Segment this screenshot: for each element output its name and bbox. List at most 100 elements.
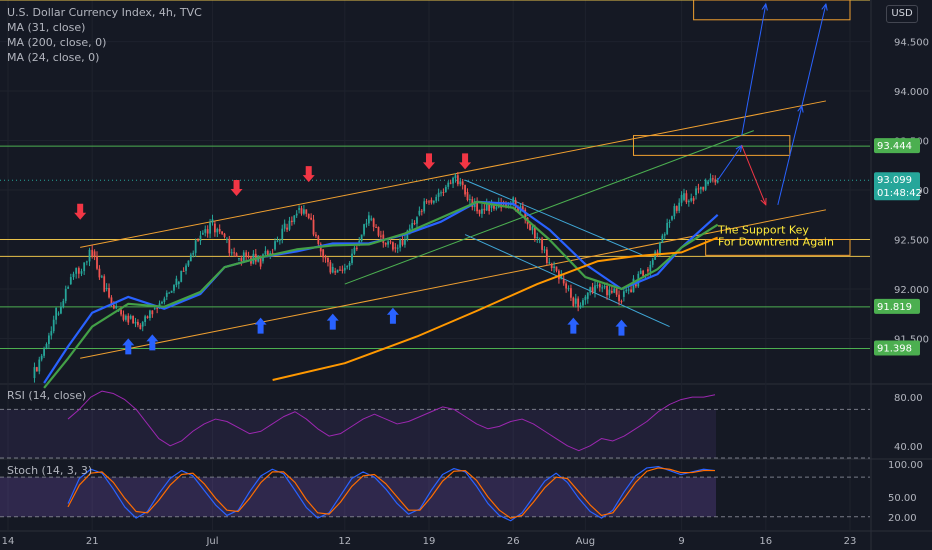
candle-body (517, 207, 519, 213)
candle-body (541, 238, 543, 250)
candle-body (567, 288, 570, 290)
ma31-legend[interactable]: MA (31, close) (7, 21, 86, 34)
candle-body (290, 220, 293, 223)
candle-body (553, 266, 555, 269)
candle-body (663, 234, 666, 236)
candle-body (613, 288, 616, 293)
candle-body (591, 287, 594, 293)
buy-signal-arrow-icon (146, 334, 159, 351)
candle-body (93, 251, 96, 257)
candle-body (85, 261, 88, 263)
stoch-legend[interactable]: Stoch (14, 3, 3) (7, 464, 93, 477)
trend-line (464, 179, 646, 257)
price-label-text: 91.398 (877, 344, 912, 355)
candle-body (315, 234, 317, 237)
candle-body (622, 291, 625, 297)
candle-body (620, 301, 623, 303)
sell-signal-arrow-icon (74, 203, 87, 220)
candle-body (365, 223, 368, 225)
rsi-tick-label: 40.00 (894, 442, 923, 453)
trend-line (344, 130, 754, 285)
candle-body (375, 226, 377, 228)
candle-body (630, 289, 632, 293)
candle-body (685, 193, 688, 203)
candle-body (247, 256, 250, 258)
candle-body (173, 285, 175, 291)
candle-body (716, 180, 719, 183)
candle-body (673, 206, 676, 217)
candle-body (668, 222, 671, 224)
candle-body (310, 217, 313, 220)
candle-body (206, 229, 209, 234)
candle-body (416, 217, 418, 224)
candle-body (678, 202, 681, 211)
ma24-legend[interactable]: MA (24, close, 0) (7, 51, 100, 64)
candle-body (367, 215, 370, 224)
candle-body (226, 238, 228, 240)
candle-body (512, 197, 515, 203)
rsi-legend[interactable]: RSI (14, close) (7, 389, 87, 402)
y-tick-label: 94.000 (894, 87, 929, 98)
sell-signal-arrow-icon (459, 153, 472, 170)
candle-body (175, 278, 178, 286)
candle-body (91, 249, 94, 257)
candle-body (574, 298, 577, 304)
candle-body (488, 202, 491, 211)
trend-line (80, 100, 827, 248)
candle-body (293, 215, 296, 223)
candle-body (452, 177, 454, 184)
candle-body (60, 306, 62, 314)
candle-body (141, 322, 144, 327)
scenario-arrow (801, 4, 826, 107)
candle-body (194, 240, 197, 253)
candle-body (122, 314, 125, 320)
candle-body (671, 216, 673, 220)
price-label-badge (874, 340, 920, 356)
candle-body (449, 182, 452, 184)
candle-body (75, 268, 78, 274)
price-label-badge (874, 298, 920, 314)
candle-body (177, 281, 180, 285)
sell-signal-arrow-icon (230, 180, 243, 197)
candle-body (45, 343, 48, 349)
rsi-line (67, 390, 716, 452)
candle-body (447, 182, 450, 187)
candle-body (322, 249, 325, 258)
candle-body (201, 232, 204, 235)
candle-body (651, 259, 654, 265)
candle-body (127, 315, 130, 323)
candle-body (550, 264, 553, 269)
candle-body (382, 234, 385, 243)
symbol-title[interactable]: U.S. Dollar Currency Index, 4h, TVC (7, 6, 202, 19)
candle-body (432, 200, 435, 203)
candle-body (649, 264, 652, 272)
candle-body (170, 290, 173, 293)
buy-signal-arrow-icon (386, 307, 399, 324)
candle-body (531, 226, 534, 231)
currency-button[interactable]: USD (886, 5, 918, 23)
candle-body (392, 242, 394, 250)
candle-body (505, 204, 507, 207)
candle-body (603, 286, 606, 288)
candle-body (288, 220, 291, 230)
candle-body (456, 175, 459, 185)
ma200-legend[interactable]: MA (200, close, 0) (7, 36, 107, 49)
sell-signal-arrow-icon (423, 153, 435, 170)
candle-body (100, 276, 103, 278)
candle-body (124, 315, 127, 320)
candle-body (435, 196, 438, 201)
candle-body (163, 298, 166, 302)
zone-box (693, 0, 851, 21)
candle-body (481, 208, 483, 214)
candle-body (483, 208, 486, 211)
candle-body (303, 209, 305, 214)
candle-body (278, 239, 281, 241)
candle-body (259, 255, 262, 267)
candle-body (52, 319, 55, 332)
candle-body (33, 367, 36, 379)
candle-body (533, 226, 536, 239)
candle-body (286, 227, 288, 230)
candle-body (425, 201, 428, 203)
candle-body (129, 315, 132, 319)
